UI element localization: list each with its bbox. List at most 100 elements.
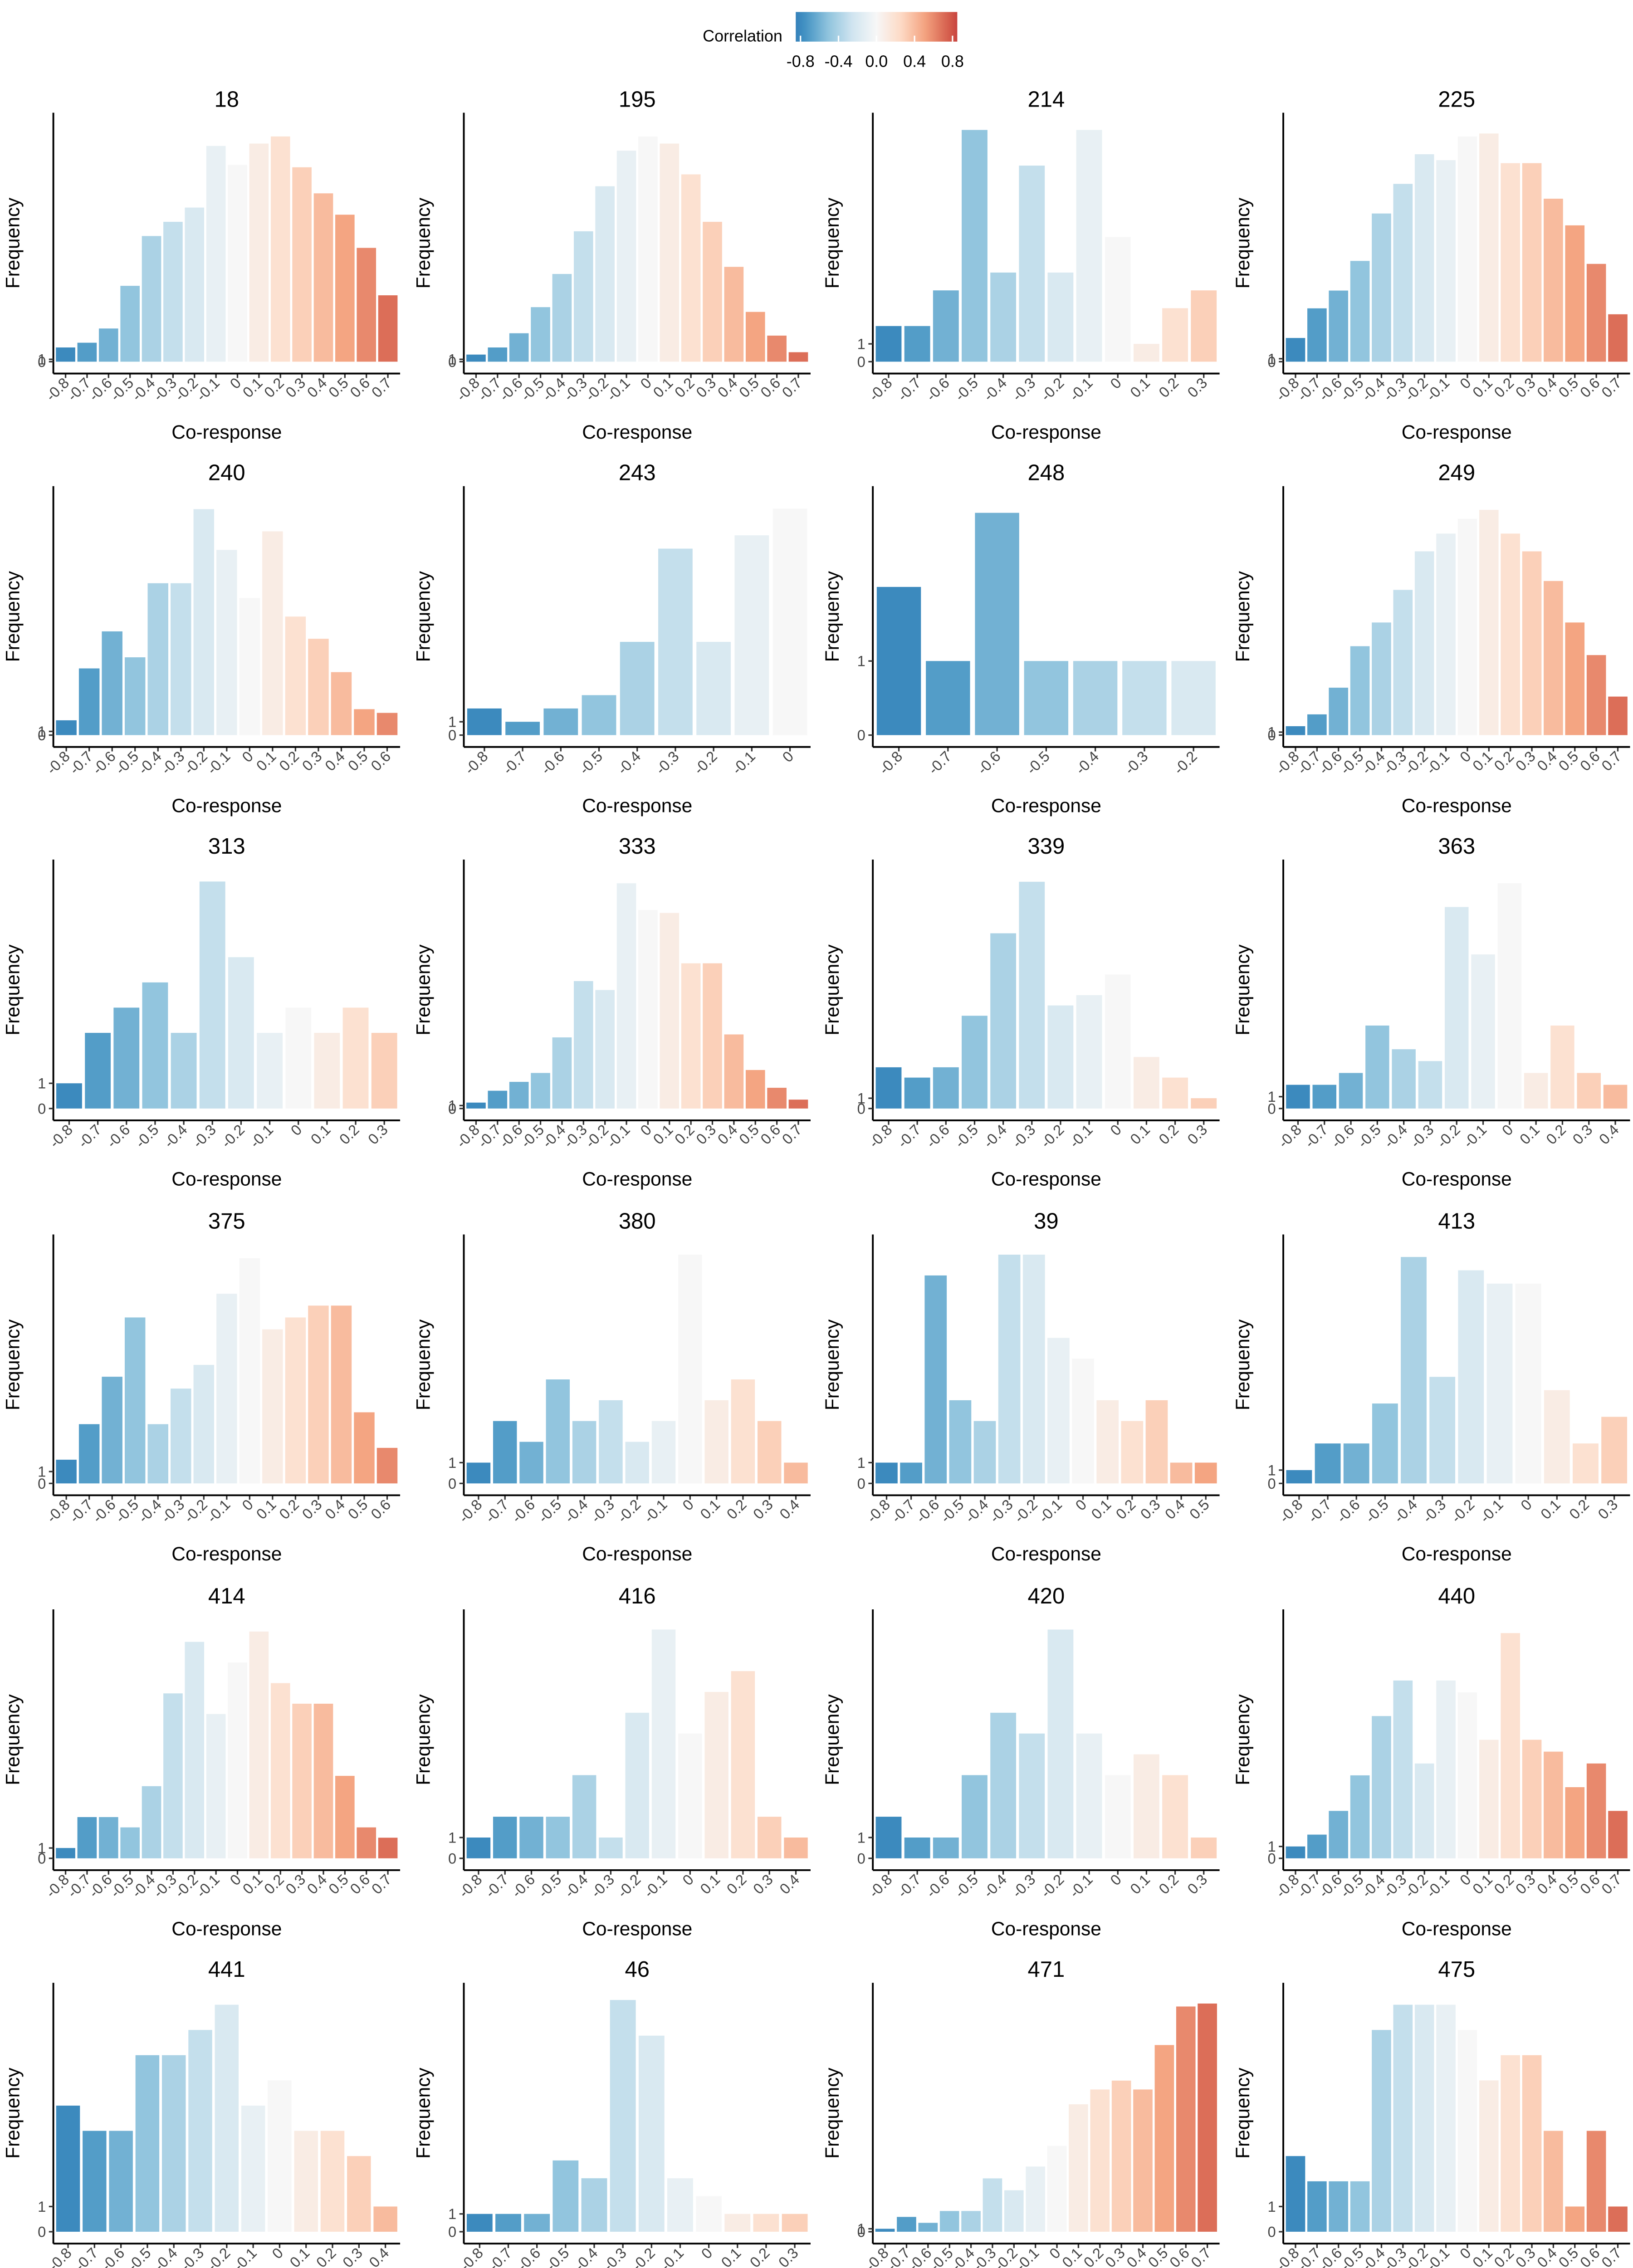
bar bbox=[285, 1317, 306, 1484]
bar bbox=[56, 720, 77, 735]
y-tick-label: 1 bbox=[857, 336, 865, 352]
bar bbox=[98, 328, 118, 362]
bar bbox=[262, 1329, 283, 1484]
y-tick-label: 0 bbox=[38, 1475, 46, 1492]
x-tick-label: 0.6 bbox=[1577, 2244, 1603, 2268]
x-tick-label: -0.6 bbox=[508, 1871, 538, 1901]
y-tick-label: 0 bbox=[448, 2223, 456, 2240]
bar bbox=[1414, 1763, 1434, 1858]
bar bbox=[1608, 1811, 1628, 1858]
x-tick-label: -0.7 bbox=[71, 2244, 101, 2268]
bar bbox=[1393, 2004, 1413, 2232]
x-tick-label: -0.2 bbox=[1011, 1496, 1041, 1526]
bar bbox=[875, 1462, 898, 1484]
x-tick-label: -0.1 bbox=[193, 374, 223, 404]
y-tick-label: 0 bbox=[857, 353, 865, 370]
y-axis-label: Frequency bbox=[1232, 571, 1253, 662]
x-tick-label: 0 bbox=[679, 1496, 697, 1514]
bar bbox=[1024, 661, 1069, 735]
x-tick-label: 0.2 bbox=[746, 2244, 772, 2268]
x-tick-label: 0.3 bbox=[1137, 1496, 1163, 1522]
x-tick-label: 0.4 bbox=[1123, 2244, 1149, 2268]
x-tick-label: -0.7 bbox=[485, 2244, 515, 2268]
x-tick-label: -0.3 bbox=[1009, 1871, 1039, 1901]
bar bbox=[1350, 261, 1370, 362]
bar bbox=[228, 1662, 247, 1858]
x-tick-label: -0.4 bbox=[1390, 1496, 1420, 1526]
bar bbox=[1436, 1680, 1456, 1858]
bar bbox=[651, 1421, 676, 1484]
x-tick-label: 0.7 bbox=[1598, 1871, 1624, 1897]
bar bbox=[1191, 1098, 1217, 1109]
x-tick-label: -0.6 bbox=[923, 1871, 953, 1901]
bar bbox=[745, 312, 765, 362]
x-tick-label: -0.2 bbox=[690, 748, 720, 777]
bar bbox=[1414, 154, 1434, 362]
bar bbox=[582, 695, 616, 735]
bar bbox=[1329, 688, 1349, 735]
bar bbox=[1608, 314, 1628, 362]
bar bbox=[784, 1462, 808, 1484]
bar bbox=[257, 1033, 283, 1109]
bar bbox=[83, 2131, 107, 2232]
x-tick-label: 0.2 bbox=[336, 1121, 362, 1148]
x-tick-label: 0.2 bbox=[1566, 1496, 1592, 1522]
bar bbox=[1286, 726, 1305, 735]
bar bbox=[1286, 1846, 1305, 1858]
y-tick-label: 0 bbox=[1268, 2223, 1276, 2240]
bar bbox=[239, 598, 260, 735]
bar bbox=[335, 215, 355, 362]
bar bbox=[102, 1377, 122, 1484]
bar bbox=[724, 267, 744, 362]
panel-title: 313 bbox=[208, 834, 245, 859]
bar bbox=[1603, 1085, 1628, 1109]
bar bbox=[1307, 714, 1327, 735]
x-tick-label: -0.5 bbox=[535, 1871, 565, 1901]
bar bbox=[1194, 1462, 1217, 1484]
bar bbox=[1069, 2104, 1088, 2232]
y-tick-label: 0 bbox=[448, 1850, 456, 1867]
bar bbox=[767, 335, 787, 362]
bar bbox=[373, 2206, 397, 2232]
bar bbox=[1515, 1283, 1541, 1484]
bar bbox=[784, 1837, 808, 1858]
bar bbox=[171, 583, 191, 735]
colorbar-tick-label: -0.4 bbox=[825, 52, 853, 70]
bar bbox=[1307, 1834, 1327, 1858]
bar bbox=[1019, 881, 1045, 1109]
x-tick-label: -0.1 bbox=[204, 748, 234, 777]
x-tick-label: -0.6 bbox=[103, 1121, 133, 1151]
x-tick-label: 0.1 bbox=[718, 2244, 744, 2268]
bar bbox=[1479, 133, 1499, 362]
bar bbox=[681, 963, 701, 1109]
bar bbox=[1286, 2156, 1305, 2232]
bar bbox=[466, 2214, 493, 2232]
y-axis-label: Frequency bbox=[1232, 1319, 1253, 1410]
x-tick-label: 0.5 bbox=[1186, 1496, 1213, 1522]
bar bbox=[142, 236, 161, 362]
bar bbox=[962, 1016, 988, 1109]
bar bbox=[270, 136, 290, 362]
bar bbox=[1329, 290, 1349, 362]
bar bbox=[313, 193, 333, 362]
bar bbox=[757, 1421, 782, 1484]
bar bbox=[1608, 2206, 1628, 2232]
bar bbox=[1401, 1257, 1427, 1484]
bar bbox=[262, 531, 283, 735]
x-tick-label: 0.3 bbox=[775, 2244, 802, 2268]
bar bbox=[493, 1817, 517, 1858]
bar bbox=[620, 642, 655, 735]
x-tick-label: -0.7 bbox=[1305, 1496, 1335, 1526]
x-tick-label: -0.1 bbox=[1423, 374, 1452, 404]
bar bbox=[1565, 2206, 1585, 2232]
bar bbox=[292, 1703, 312, 1858]
bar bbox=[285, 1007, 312, 1109]
y-axis-label: Frequency bbox=[821, 1694, 843, 1785]
bar bbox=[102, 631, 122, 735]
x-tick-label: 0.7 bbox=[368, 1871, 395, 1897]
x-tick-label: -0.4 bbox=[561, 1871, 591, 1901]
x-tick-label: 0.4 bbox=[322, 1496, 348, 1522]
bar bbox=[1191, 290, 1217, 362]
x-tick-label: -0.3 bbox=[1121, 748, 1151, 777]
x-tick-label: -0.1 bbox=[657, 2244, 687, 2268]
